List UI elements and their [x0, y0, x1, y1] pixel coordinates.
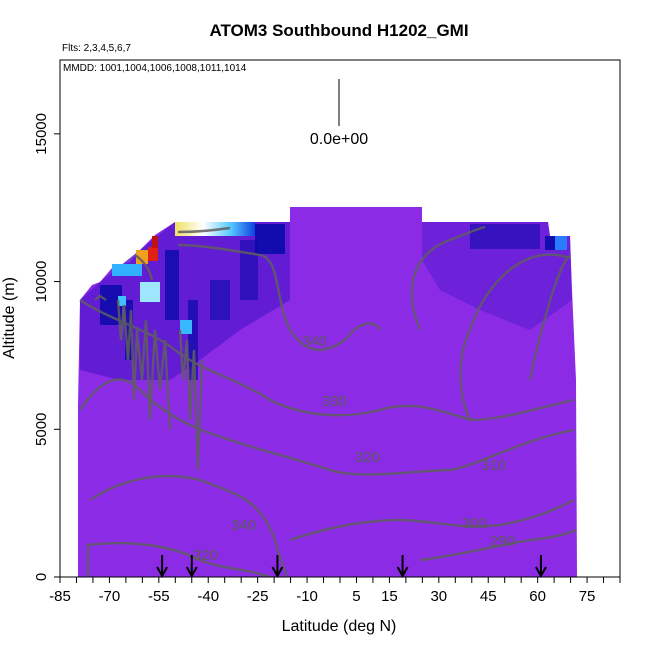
scale-label: 0.0e+00: [310, 131, 368, 148]
x-tick-label: -40: [197, 588, 219, 605]
flight-markers: [156, 555, 547, 579]
x-tick-label: -25: [247, 588, 269, 605]
dates-subtitle: MMDD: 1001,1004,1006,1008,1011,1014: [63, 63, 247, 74]
flights-subtitle: Flts: 2,3,4,5,6,7: [62, 43, 131, 54]
contour-label: 320: [193, 547, 218, 564]
flight-marker-head: [156, 566, 168, 579]
flight-marker-head: [271, 566, 284, 579]
x-tick-label: -10: [296, 588, 318, 605]
x-tick-label: 5: [352, 588, 360, 605]
contour-label: 330: [322, 393, 347, 410]
contour-label: 320: [355, 449, 380, 466]
y-axis-label: Altitude (m): [1, 277, 18, 359]
hot-cell-7: [180, 320, 192, 334]
flight-marker-head: [535, 566, 547, 579]
flight-marker-head: [185, 566, 198, 579]
x-tick-label: 30: [430, 588, 447, 605]
x-axis-label: Latitude (deg N): [282, 618, 397, 635]
curtain-field: [78, 207, 577, 577]
hot-cell-4: [148, 247, 158, 261]
y-tick-label: 5000: [33, 413, 50, 446]
contour-label: 310: [481, 457, 506, 474]
contour-label: 300: [462, 515, 487, 532]
hot-cell-9: [555, 236, 567, 250]
contour-label: 340: [302, 333, 327, 350]
hot-cell-6: [140, 282, 160, 302]
contour-label-group: 340 330 320 310 300 290 340 320: [193, 333, 515, 564]
x-tick-label: 60: [529, 588, 546, 605]
hot-cell-8: [118, 296, 126, 306]
contour-label: 340: [231, 517, 256, 534]
x-tick-label: 75: [579, 588, 596, 605]
contour-lines: [79, 225, 577, 577]
x-tick-label: 45: [480, 588, 497, 605]
x-axis: -85 -70 -55 -40 -25 -10 5 15 30 45 60 75: [49, 577, 621, 605]
chart-title: ATOM3 Southbound H1202_GMI: [209, 21, 468, 40]
flight-marker-head: [396, 566, 409, 579]
hot-cell-3: [136, 250, 148, 264]
x-tick-label: 15: [381, 588, 398, 605]
y-tick-label: 15000: [33, 113, 50, 155]
y-axis: 0 5000 10000 15000: [33, 113, 60, 581]
hot-cell-5: [152, 236, 158, 248]
x-tick-label: -55: [148, 588, 170, 605]
contour-label: 290: [490, 533, 515, 550]
x-tick-label: -70: [99, 588, 121, 605]
x-tick-label: -85: [49, 588, 71, 605]
y-tick-label: 10000: [33, 261, 50, 303]
hot-cell-2: [112, 264, 142, 276]
y-tick-label: 0: [33, 573, 50, 581]
